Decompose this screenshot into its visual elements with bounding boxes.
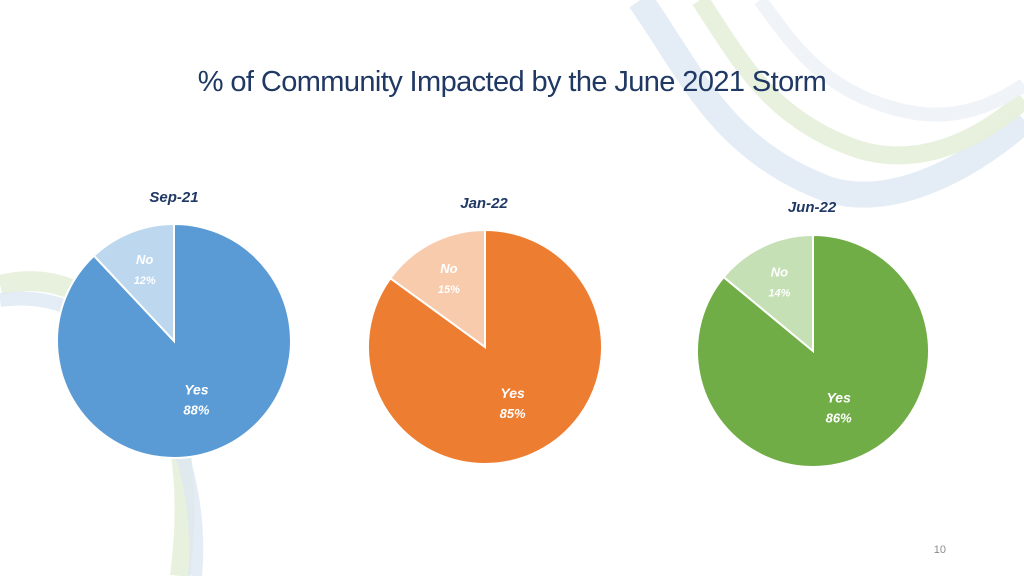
pie-label-sep-21-no: No: [136, 252, 153, 267]
pie-value-sep-21-yes: 88%: [183, 403, 209, 418]
pie-label-jan-22-yes: Yes: [500, 385, 525, 401]
pie-title-sep-21: Sep-21: [149, 189, 199, 206]
pie-slice-sep-21-no: [92, 222, 175, 344]
pie-value-jun-22-no: 14%: [768, 288, 790, 300]
pie-title-jun-22: Jun-22: [787, 199, 837, 216]
pie-value-jan-22-no: 15%: [438, 284, 460, 296]
page-number: 10: [933, 544, 946, 556]
pie-label-jun-22-no: No: [771, 265, 788, 280]
pie-slice-jun-22-no: [722, 233, 814, 354]
slide-title: % of Community Impacted by the June 2021…: [197, 66, 827, 98]
pie-slice-jan-22-no: [388, 228, 486, 349]
pie-value-jan-22-yes: 85%: [500, 406, 526, 421]
pie-value-sep-21-no: 12%: [134, 275, 156, 287]
pie-value-jun-22-yes: 86%: [826, 411, 852, 426]
pie-title-jan-22: Jan-22: [460, 195, 508, 212]
pie-label-jun-22-yes: Yes: [826, 390, 851, 406]
pie-label-jan-22-no: No: [440, 261, 457, 276]
pie-label-sep-21-yes: Yes: [184, 382, 209, 398]
